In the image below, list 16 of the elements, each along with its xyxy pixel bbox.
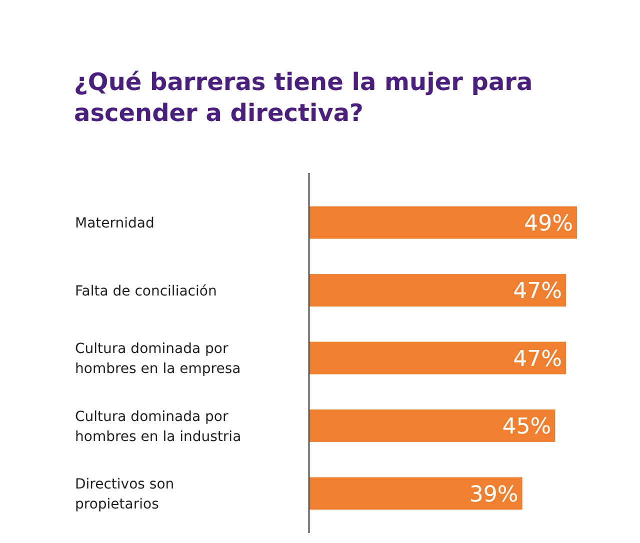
bar (309, 274, 566, 307)
data-label: 47% (513, 346, 562, 372)
y-tick-label: Cultura dominada por hombres en la empresa (75, 341, 241, 378)
bar (309, 477, 522, 510)
bar (309, 409, 556, 442)
y-tick-label: Maternidad (75, 216, 154, 232)
y-tick-label: Directivos son propietarios (75, 476, 174, 512)
bar (309, 342, 566, 374)
data-label: 45% (502, 414, 552, 440)
bar (309, 206, 577, 239)
y-tick-label: Falta de conciliación (75, 283, 217, 300)
chart-title: ¿Qué barreras tiene la mujer para ascender a directiva? (74, 68, 533, 127)
data-label: 47% (513, 279, 562, 304)
data-label: 49% (524, 211, 573, 236)
data-label: 39% (469, 482, 518, 508)
y-tick-label: Cultura dominada por hombres en la industria (75, 408, 242, 445)
